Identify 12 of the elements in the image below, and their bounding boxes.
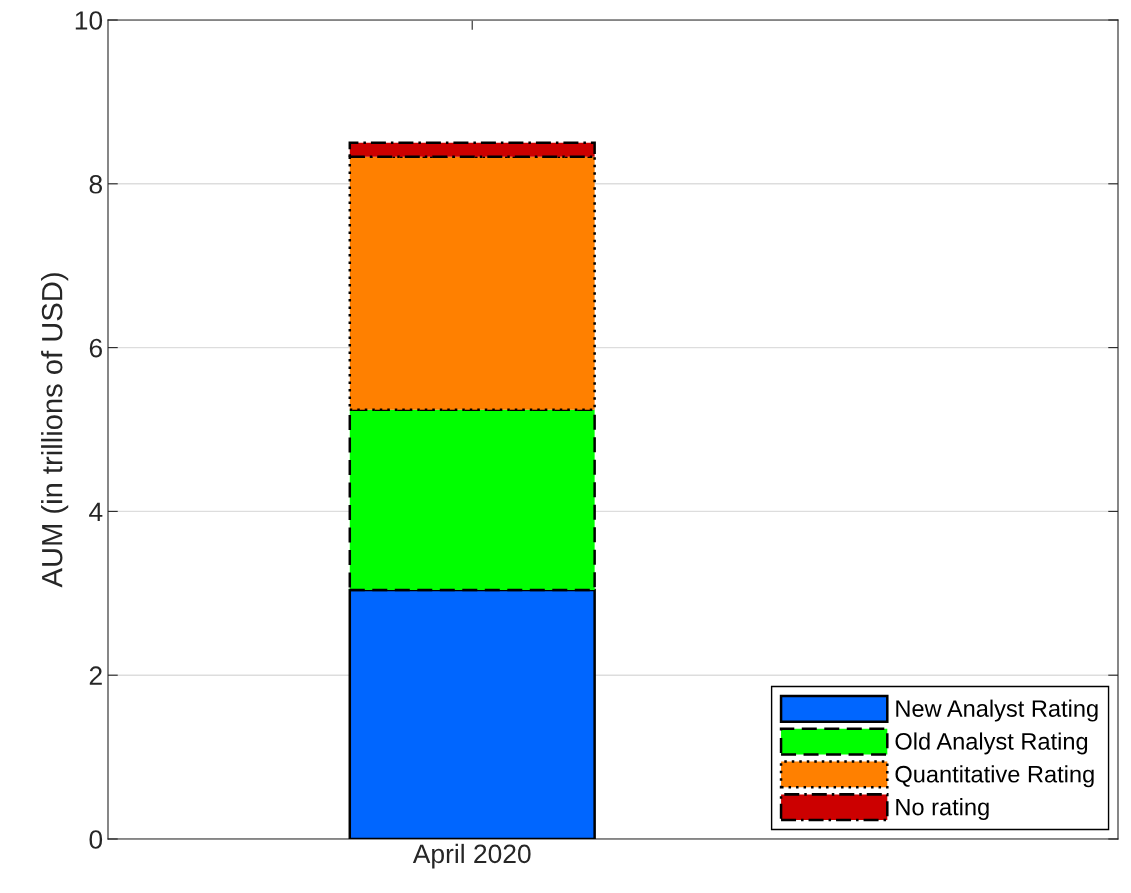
x-tick-label: April 2020	[412, 843, 531, 869]
y-tick-label: 2	[89, 666, 102, 685]
y-tick-label: 8	[89, 174, 102, 194]
legend-label: Quantitative Rating	[895, 765, 1094, 788]
y-tick-label: 10	[75, 11, 103, 30]
y-axis-title: AUM (in trillions of USD)	[41, 273, 69, 588]
y-tick-label: 0	[89, 830, 103, 849]
y-tick-label: 6	[89, 338, 102, 358]
legend-label: Old Analyst Rating	[895, 732, 1088, 755]
y-tick-label: 4	[89, 502, 103, 521]
legend-label: New Analyst Rating	[896, 699, 1098, 722]
legend-label: No rating	[896, 798, 989, 821]
